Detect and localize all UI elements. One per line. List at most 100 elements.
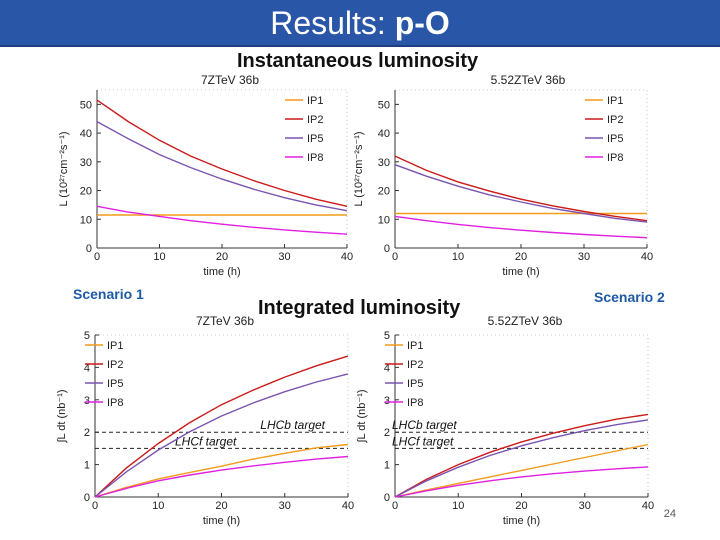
y-tick-label: 0 [84, 492, 90, 504]
y-tick-label: 2 [384, 427, 390, 439]
series-line-ip8 [94, 455, 349, 498]
chart-title: 7ZTeV 36b [196, 314, 254, 328]
y-tick-label: 3 [84, 395, 90, 407]
target-annotation: LHCb target [392, 418, 457, 432]
y-tick-label: 5 [384, 330, 390, 342]
legend-label-ip1: IP1 [307, 95, 324, 107]
scenario-2-label: Scenario 2 [594, 289, 665, 305]
legend-label-ip5: IP5 [407, 378, 424, 390]
y-axis-label: L (10²⁷cm⁻²s⁻¹) [353, 131, 365, 206]
y-tick-label: 20 [378, 186, 390, 198]
legend-label-ip5: IP5 [307, 133, 324, 145]
slide-title-prefix: Results: [270, 5, 395, 41]
legend-label-ip2: IP2 [107, 359, 124, 371]
y-tick-label: 2 [84, 427, 90, 439]
y-tick-label: 30 [378, 157, 390, 169]
series-line-ip2 [394, 155, 648, 222]
x-tick-label: 40 [342, 500, 354, 512]
x-axis-label: time (h) [203, 515, 240, 527]
heading-integrated: Integrated luminosity [258, 297, 461, 319]
x-tick-label: 0 [94, 251, 100, 263]
y-tick-label: 40 [80, 128, 92, 140]
legend-label-ip5: IP5 [107, 378, 124, 390]
legend-label-ip1: IP1 [107, 340, 124, 352]
x-tick-label: 30 [578, 251, 590, 263]
x-axis-label: time (h) [502, 266, 539, 278]
y-tick-label: 40 [378, 128, 390, 140]
x-tick-label: 40 [642, 500, 654, 512]
x-tick-label: 0 [392, 500, 398, 512]
y-tick-label: 5 [84, 330, 90, 342]
x-axis-label: time (h) [503, 515, 540, 527]
chart-title: 5.52ZTeV 36b [488, 314, 563, 328]
legend-label-ip8: IP8 [107, 397, 124, 409]
legend-label-ip1: IP1 [607, 95, 624, 107]
y-axis-label: L (10²⁷cm⁻²s⁻¹) [58, 131, 70, 206]
y-tick-label: 1 [384, 460, 390, 472]
y-tick-label: 50 [378, 99, 390, 111]
series-line-ip2 [96, 99, 348, 207]
series-line-ip8 [394, 466, 649, 498]
y-tick-label: 3 [384, 395, 390, 407]
y-tick-label: 50 [80, 99, 92, 111]
x-tick-label: 10 [452, 500, 464, 512]
series-line-ip2 [394, 413, 649, 498]
target-annotation: LHCf target [175, 434, 237, 448]
series-line-ip5 [96, 120, 348, 212]
slide-title-bold: p-O [394, 5, 450, 41]
x-tick-label: 40 [641, 251, 653, 263]
chart-integrated-scenario-1: 7ZTeV 36b 0 10 20 30 40 0 1 2 3 4 5 time (h) ∫L dt (n… [56, 314, 354, 527]
series-line-ip5 [394, 419, 649, 498]
series-line-ip5 [94, 373, 349, 498]
heading-instantaneous: Instantaneous luminosity [237, 50, 479, 72]
title-bar [0, 0, 720, 47]
y-axis-label: ∫L dt (nb⁻¹) [356, 389, 368, 443]
x-tick-label: 0 [392, 251, 398, 263]
slide-title: Results: p-O [0, 4, 720, 42]
x-tick-label: 10 [153, 251, 165, 263]
x-tick-label: 20 [215, 500, 227, 512]
y-tick-label: 30 [80, 157, 92, 169]
y-tick-label: 10 [80, 214, 92, 226]
legend-label-ip5: IP5 [607, 133, 624, 145]
x-tick-label: 30 [579, 500, 591, 512]
series-line-ip8 [96, 205, 348, 235]
chart-integrated-scenario-2: 5.52ZTeV 36b 0 10 20 30 40 0 1 2 3 4 5 time (h) ∫L dt… [356, 314, 654, 527]
y-axis-label: ∫L dt (nb⁻¹) [56, 389, 68, 443]
scenario-1-label: Scenario 1 [73, 286, 144, 302]
chart-instantaneous-scenario-1: 7ZTeV 36b 0 10 20 30 40 0 10 20 30 40 50 time (h) L (… [58, 73, 353, 278]
chart-title: 5.52ZTeV 36b [491, 73, 566, 87]
x-tick-label: 30 [279, 500, 291, 512]
legend-label-ip8: IP8 [307, 152, 324, 164]
x-tick-label: 20 [515, 251, 527, 263]
x-tick-label: 20 [515, 500, 527, 512]
series-line-ip1 [94, 443, 349, 498]
plot-frame [394, 334, 649, 498]
x-tick-label: 10 [452, 251, 464, 263]
chart-instantaneous-scenario-2: 5.52ZTeV 36b 0 10 20 30 40 0 10 20 30 40 50 time (h)… [353, 73, 653, 278]
y-tick-label: 0 [384, 492, 390, 504]
y-tick-label: 20 [80, 186, 92, 198]
series-line-ip2 [94, 355, 349, 498]
legend-label-ip1: IP1 [407, 340, 424, 352]
legend-label-ip8: IP8 [607, 152, 624, 164]
x-axis-label: time (h) [203, 266, 240, 278]
legend-label-ip2: IP2 [607, 114, 624, 126]
y-tick-label: 10 [378, 214, 390, 226]
y-tick-label: 1 [84, 460, 90, 472]
x-tick-label: 20 [216, 251, 228, 263]
legend-label-ip2: IP2 [407, 359, 424, 371]
page-number: 24 [663, 508, 676, 520]
y-tick-label: 4 [384, 362, 390, 374]
x-tick-label: 40 [341, 251, 353, 263]
x-tick-label: 30 [278, 251, 290, 263]
y-tick-label: 4 [84, 362, 90, 374]
x-tick-label: 10 [152, 500, 164, 512]
legend-label-ip2: IP2 [307, 114, 324, 126]
y-tick-label: 0 [384, 243, 390, 255]
y-tick-label: 0 [86, 243, 92, 255]
target-annotation: LHCf target [392, 434, 454, 448]
series-line-ip1 [394, 443, 649, 498]
series-line-ip8 [394, 215, 648, 239]
series-line-ip5 [394, 164, 648, 223]
